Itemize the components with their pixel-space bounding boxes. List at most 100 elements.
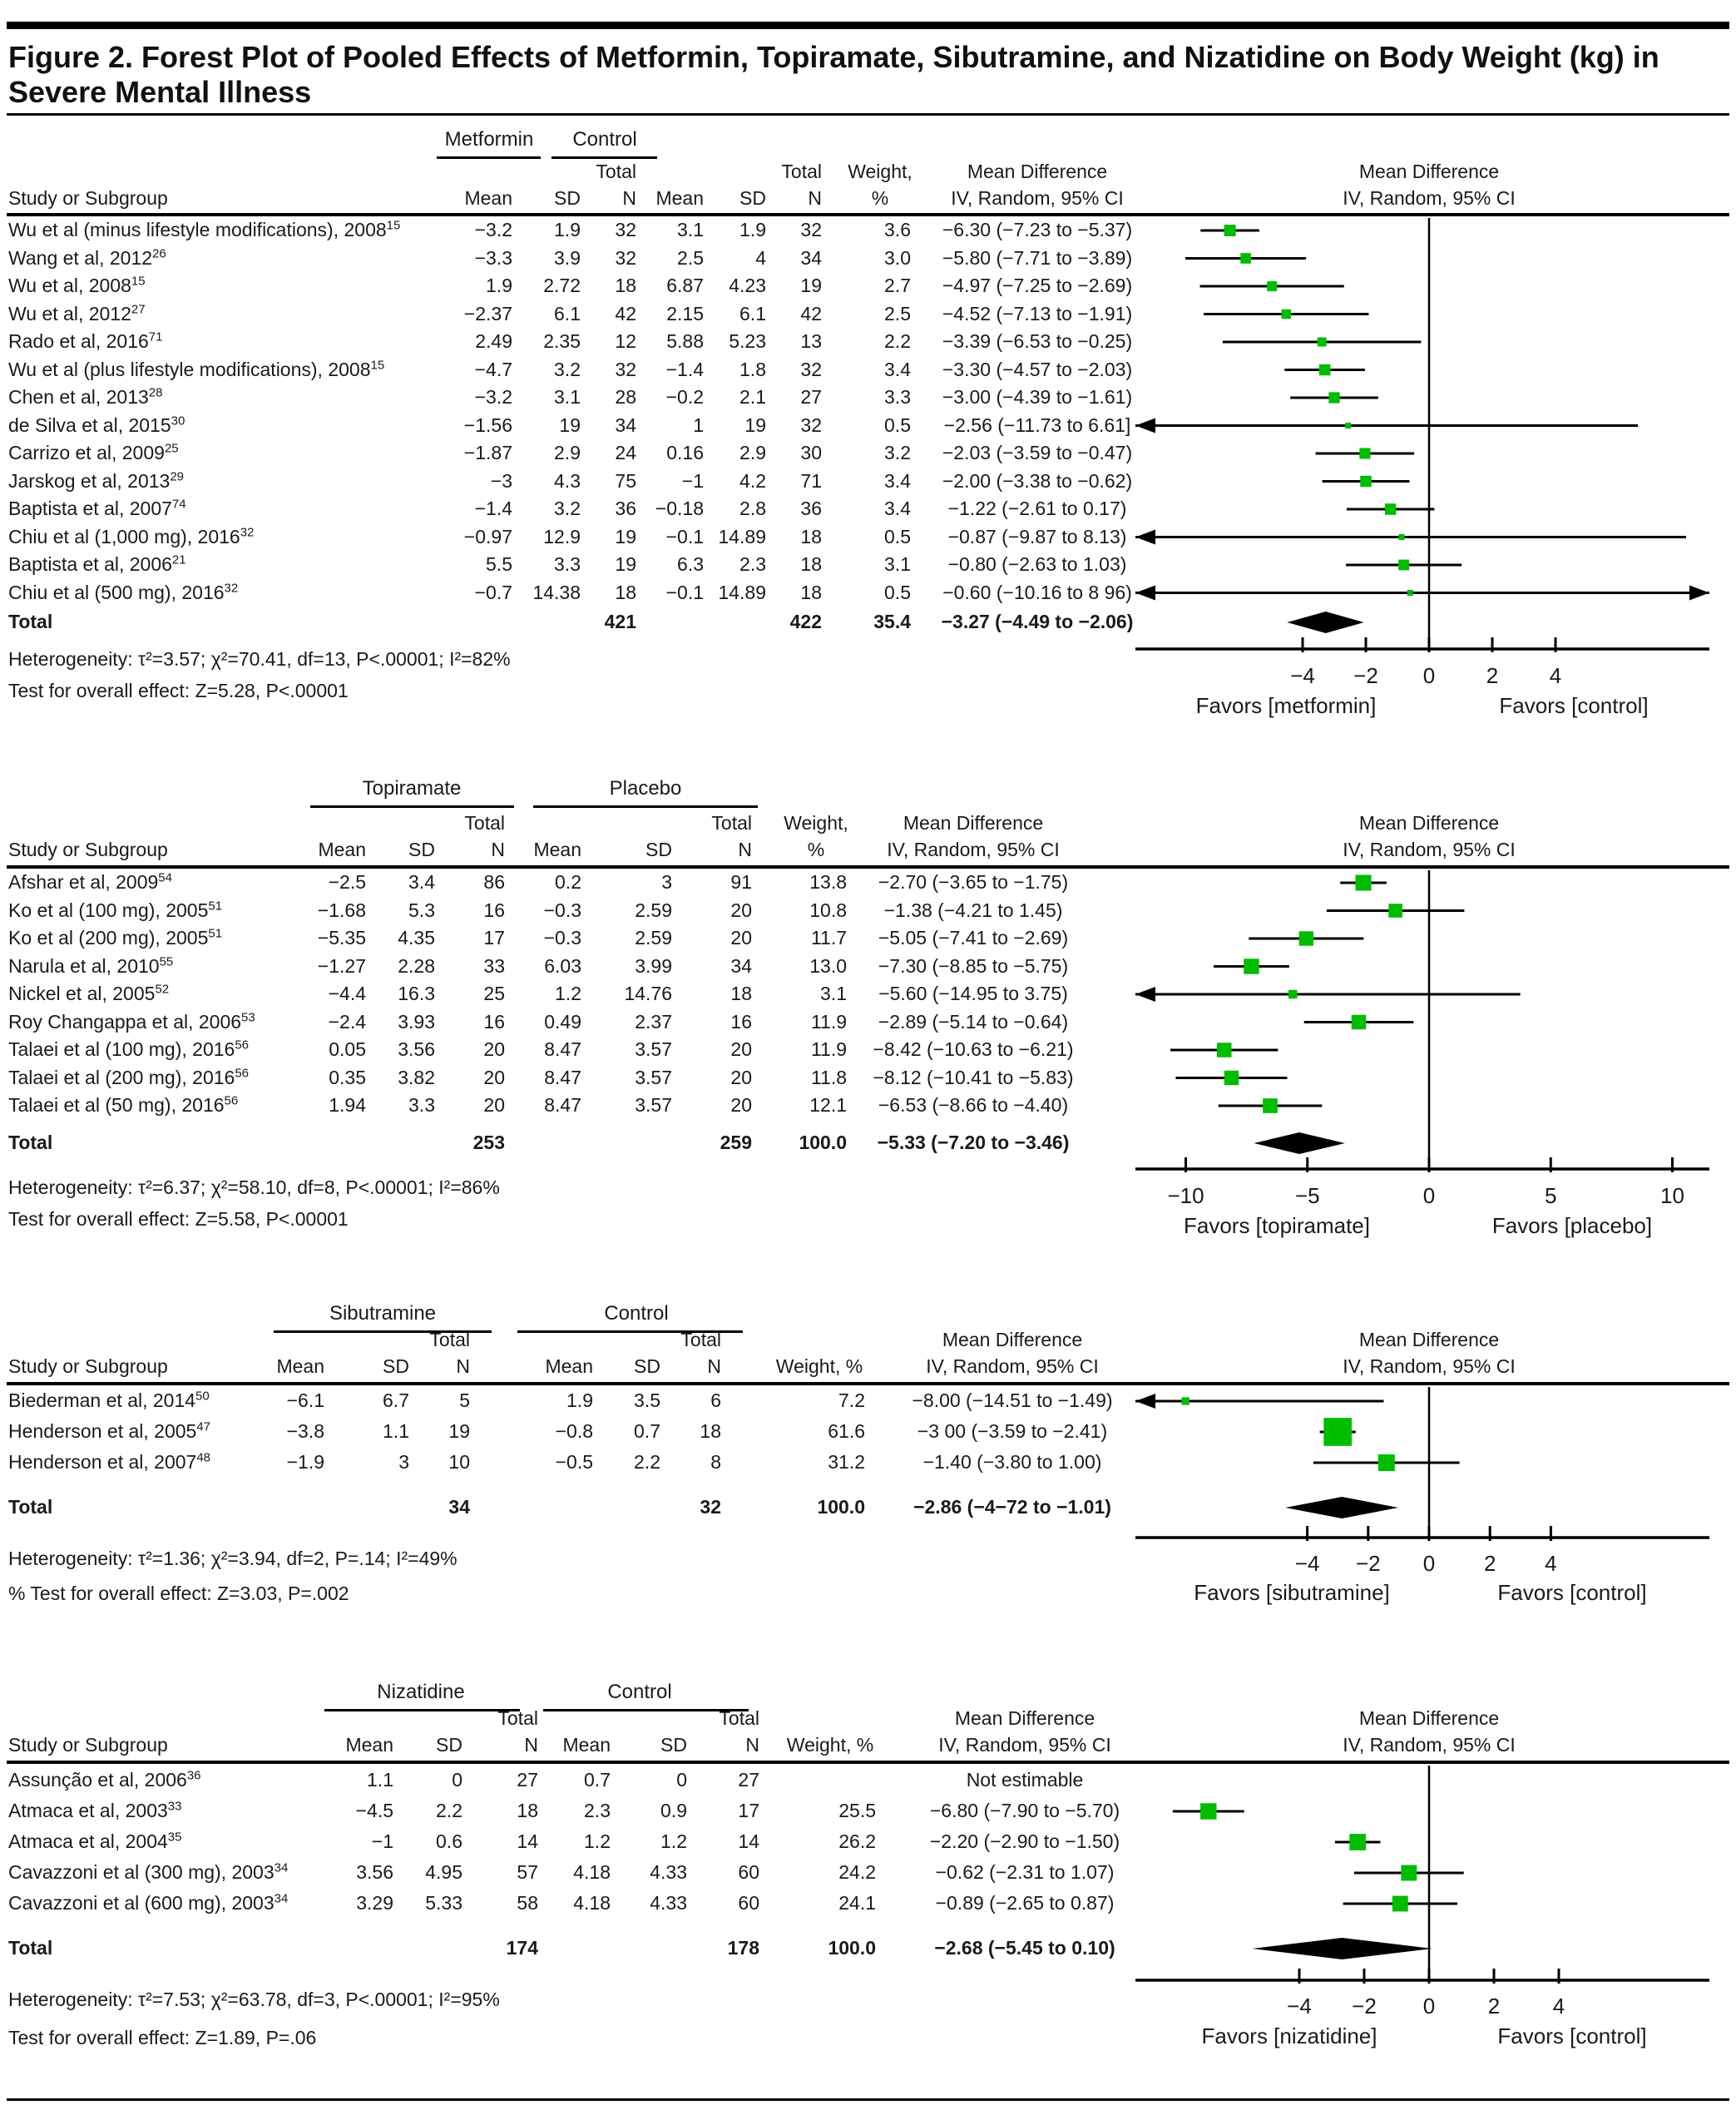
total-mean-difference-ci: −2.68 (−5.45 to 0.10): [934, 1937, 1115, 1959]
cell-sd-treatment: 4.95: [425, 1861, 462, 1883]
plot-header-iv-random-ci: IV, Random, 95% CI: [1343, 839, 1516, 860]
cell-sd-comparator: 4.23: [729, 275, 766, 296]
cell-mean-comparator: −0.3: [543, 927, 581, 949]
axis-tick-label: −4: [1287, 1994, 1312, 2018]
cell-weight: 7.2: [838, 1389, 865, 1411]
col-header-sd-treatment: SD: [383, 1355, 409, 1377]
cell-weight: 0.5: [884, 414, 911, 436]
effect-marker: [1244, 958, 1259, 974]
cell-n-comparator: 34: [800, 246, 822, 269]
cell-n-treatment: 27: [517, 1769, 538, 1791]
cell-sd-treatment: 5.33: [425, 1892, 462, 1914]
cell-sd-treatment: 3.56: [398, 1038, 435, 1060]
cell-n-comparator: 27: [800, 386, 822, 408]
cell-mean-treatment: −1.9: [286, 1451, 324, 1473]
effect-marker: [1281, 309, 1291, 319]
cell-mean-comparator: −1.4: [665, 358, 704, 380]
cell-weight: 31.2: [828, 1451, 865, 1473]
comparator-group-underline: [533, 805, 758, 808]
cell-sd-comparator: 2.2: [634, 1451, 660, 1473]
study-reference-superscript: 15: [370, 357, 385, 372]
study-reference-superscript: 36: [186, 1768, 201, 1783]
cell-sd-treatment: 16.3: [398, 983, 435, 1004]
study-row-name: Nickel et al, 200552: [8, 982, 474, 1005]
study-row-name: Ko et al (100 mg), 200551: [8, 899, 474, 922]
cell-n-comparator: 91: [730, 871, 752, 893]
col-header-sd-treatment: SD: [408, 839, 435, 860]
axis-tick-label: 10: [1660, 1183, 1684, 1208]
treatment-group-label: Nizatidine: [377, 1681, 465, 1703]
cell-sd-treatment: 1.9: [554, 219, 581, 240]
effect-marker: [1377, 1454, 1395, 1472]
col-header-mean-treatment: Mean: [276, 1355, 324, 1377]
cell-weight: 3.4: [884, 469, 911, 492]
study-reference-superscript: 34: [274, 1860, 289, 1875]
cell-n-treatment: 36: [615, 498, 636, 519]
study-row-name: Carrizo et al, 200925: [8, 441, 474, 464]
cell-sd-treatment: 12.9: [543, 525, 581, 547]
cell-mean-difference-ci: −0.62 (−2.31 to 1.07): [935, 1861, 1115, 1883]
col-header-n-treatment: N: [456, 1355, 470, 1377]
cell-n-treatment: 19: [448, 1420, 470, 1442]
study-reference-superscript: 54: [158, 870, 172, 885]
cell-sd-treatment: 3.93: [398, 1010, 435, 1033]
cell-n-comparator: 32: [800, 219, 822, 240]
cell-n-treatment: 5: [459, 1389, 470, 1411]
heterogeneity-text: Heterogeneity: τ²=6.37; χ²=58.10, df=8, …: [8, 1176, 500, 1198]
cell-sd-comparator: 4.33: [650, 1861, 687, 1883]
cell-sd-comparator: 3.99: [635, 954, 672, 977]
cell-weight: 13.0: [809, 954, 847, 977]
cell-mean-difference-ci: −3.39 (−6.53 to −0.25): [942, 330, 1133, 352]
cell-n-comparator: 42: [800, 302, 822, 324]
cell-mean-comparator: 0.16: [666, 442, 704, 463]
study-name-text: Assunção et al, 2006: [8, 1769, 187, 1791]
cell-n-treatment: 42: [615, 302, 636, 324]
cell-sd-comparator: 2.3: [739, 553, 766, 575]
cell-n-treatment: 20: [483, 1094, 505, 1116]
effect-marker: [1349, 1834, 1367, 1850]
cell-n-comparator: 18: [800, 525, 822, 547]
cell-sd-comparator: 14.89: [718, 581, 766, 603]
total-n-comparator: 259: [720, 1132, 752, 1153]
effect-marker: [1355, 874, 1372, 891]
total-n-comparator: 178: [727, 1937, 759, 1959]
cell-n-comparator: 18: [800, 581, 822, 603]
effect-marker: [1328, 392, 1340, 404]
study-row-name: Baptista et al, 200774: [8, 497, 474, 520]
total-mean-difference-ci: −2.86 (−4−72 to −1.01): [913, 1496, 1111, 1518]
study-reference-superscript: 35: [167, 1830, 182, 1845]
cell-n-treatment: 32: [615, 358, 636, 380]
cell-mean-difference-ci: −2.00 (−3.38 to −0.62): [942, 469, 1133, 492]
cell-sd-comparator: 19: [744, 414, 766, 436]
cell-mean-difference-ci: −5.80 (−7.71 to −3.89): [942, 246, 1133, 269]
cell-sd-comparator: 0: [676, 1769, 687, 1791]
cell-n-comparator: 27: [738, 1769, 759, 1791]
effect-marker: [1323, 1418, 1353, 1446]
cell-n-treatment: 32: [615, 246, 636, 269]
total-mean-difference-ci: −3.27 (−4.49 to −2.06): [941, 611, 1134, 632]
cell-n-comparator: 71: [800, 469, 822, 492]
cell-mean-comparator: −0.3: [543, 899, 581, 921]
col-header-iv-random-ci: IV, Random, 95% CI: [926, 1355, 1099, 1377]
cell-n-treatment: 12: [615, 330, 636, 352]
study-name-text: Rado et al, 2016: [8, 330, 149, 352]
cell-mean-comparator: 3.1: [677, 219, 704, 240]
treatment-group-underline: [437, 156, 541, 159]
comparator-group-underline: [543, 1709, 749, 1711]
col-header-study-or-subgroup: Study or Subgroup: [8, 839, 168, 860]
total-mean-difference-ci: −5.33 (−7.20 to −3.46): [877, 1132, 1070, 1153]
cell-mean-treatment: −3.2: [474, 219, 512, 240]
cell-weight: 13.8: [809, 871, 847, 893]
favors-left-label: Favors [nizatidine]: [1202, 2023, 1377, 2048]
cell-n-comparator: 20: [730, 927, 752, 949]
cell-mean-treatment: 0.05: [329, 1038, 366, 1060]
plot-header-iv-random-ci: IV, Random, 95% CI: [1343, 187, 1516, 209]
study-name-text: Nickel et al, 2005: [8, 983, 156, 1004]
col-header-mean-comparator: Mean: [533, 839, 581, 860]
study-reference-superscript: 52: [155, 982, 170, 997]
cell-mean-treatment: −2.5: [328, 871, 366, 893]
axis-tick-label: −2: [1356, 1551, 1381, 1576]
cell-sd-treatment: 6.7: [383, 1389, 409, 1411]
cell-sd-comparator: 1.9: [739, 219, 766, 240]
table-header-rule: [7, 1382, 1729, 1385]
